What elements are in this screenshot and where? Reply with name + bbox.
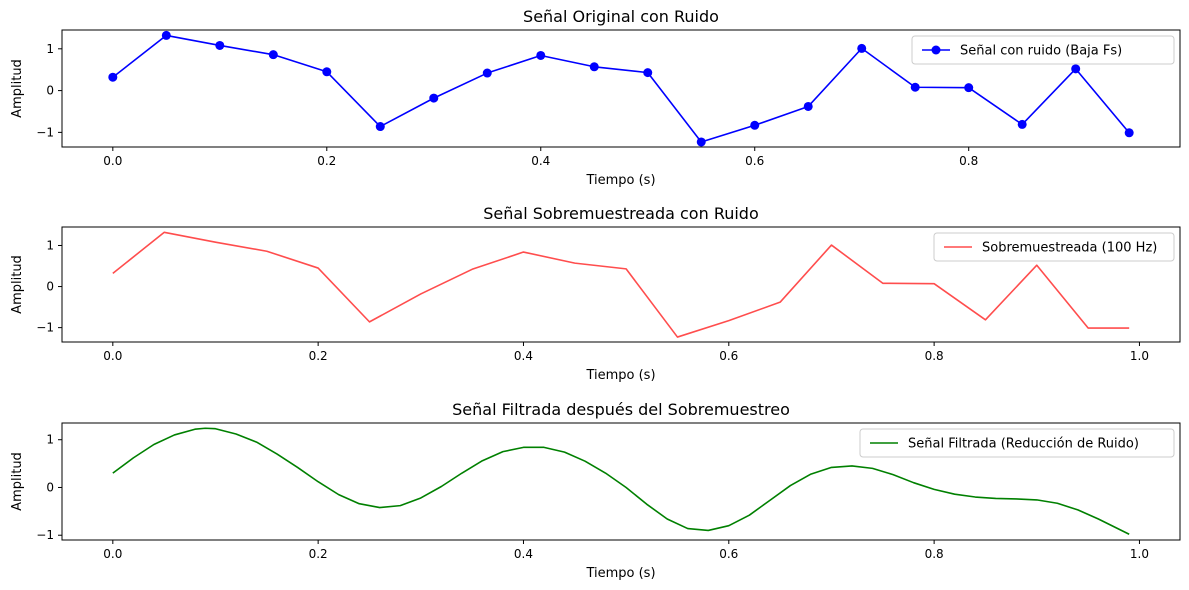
data-point	[1071, 64, 1081, 74]
chart-panel-1: Señal Original con Ruido 0.0 0.2 0.4 0.6 0.8 −…	[10, 7, 1181, 188]
y-tick-label: 1	[46, 433, 54, 447]
y-tick-label: 0	[46, 480, 54, 494]
x-tick-label: 1.0	[1130, 547, 1149, 561]
x-tick-label: 0.6	[719, 547, 738, 561]
data-point	[857, 43, 867, 53]
data-point	[696, 137, 706, 147]
x-axis-label: Tiempo (s)	[585, 368, 655, 383]
data-point	[910, 82, 920, 92]
legend: Señal Filtrada (Reducción de Ruido)	[859, 428, 1175, 458]
legend-box	[911, 35, 1175, 65]
x-tick-label: 0.4	[514, 349, 533, 363]
y-tick-label: 1	[46, 42, 54, 56]
y-tick-label: −1	[36, 125, 54, 139]
chart-title: Señal Original con Ruido	[523, 7, 719, 26]
data-point	[322, 67, 332, 77]
x-tick-label: 0.4	[514, 547, 533, 561]
data-point	[589, 62, 599, 72]
y-tick-label: −1	[36, 321, 54, 335]
chart-title: Señal Filtrada después del Sobremuestreo	[452, 400, 790, 419]
data-point	[108, 72, 118, 82]
x-axis-label: Tiempo (s)	[585, 566, 655, 581]
data-point	[1017, 119, 1027, 129]
axes-frame	[61, 422, 1181, 541]
x-tick-label: 0.8	[925, 349, 944, 363]
data-point	[643, 68, 653, 78]
legend-box	[859, 428, 1175, 458]
legend: Sobremuestreada (100 Hz)	[933, 232, 1175, 262]
x-tick-label: 0.2	[309, 547, 328, 561]
data-point	[482, 68, 492, 78]
x-axis-label: Tiempo (s)	[585, 173, 655, 188]
data-point	[268, 50, 278, 60]
x-tick-label: 0.0	[103, 349, 122, 363]
x-tick-label: 0.0	[103, 547, 122, 561]
data-point	[375, 122, 385, 132]
series-line	[112, 427, 1130, 535]
y-axis-label: Amplitud	[10, 255, 25, 314]
x-tick-label: 0.2	[309, 349, 328, 363]
legend-box	[933, 232, 1175, 262]
x-tick-label: 0.8	[925, 547, 944, 561]
legend-marker	[931, 45, 941, 55]
data-point	[964, 83, 974, 93]
x-tick-label: 0.6	[745, 154, 764, 168]
legend-label: Señal con ruido (Baja Fs)	[960, 44, 1122, 59]
y-axis-label: Amplitud	[10, 452, 25, 511]
y-tick-label: 1	[46, 238, 54, 252]
x-tick-label: 1.0	[1130, 349, 1149, 363]
chart-panel-2: Señal Sobremuestreada con Ruido 0.0 0.2 0.4…	[10, 204, 1181, 383]
x-tick-label: 0.6	[719, 349, 738, 363]
legend-label: Señal Filtrada (Reducción de Ruido)	[908, 437, 1139, 452]
chart-title: Señal Sobremuestreada con Ruido	[483, 204, 759, 223]
series-line	[112, 231, 1130, 338]
chart-panel-3: Señal Filtrada después del Sobremuestreo…	[10, 400, 1181, 581]
data-point	[536, 50, 546, 60]
data-point	[429, 93, 439, 103]
x-tick-label: 0.4	[531, 154, 550, 168]
axes-frame	[61, 226, 1181, 343]
series-line	[112, 34, 1130, 143]
data-point	[750, 120, 760, 130]
y-tick-label: −1	[36, 528, 54, 542]
legend: Señal con ruido (Baja Fs)	[911, 35, 1175, 65]
x-tick-label: 0.0	[103, 154, 122, 168]
axes-frame	[61, 29, 1181, 148]
data-point	[215, 40, 225, 50]
x-tick-label: 0.8	[959, 154, 978, 168]
x-tick-label: 0.2	[317, 154, 336, 168]
y-tick-label: 0	[46, 84, 54, 98]
data-point	[803, 101, 813, 111]
legend-label: Sobremuestreada (100 Hz)	[982, 241, 1157, 256]
data-point	[161, 30, 171, 40]
data-point	[1124, 128, 1134, 138]
y-axis-label: Amplitud	[10, 59, 25, 118]
y-tick-label: 0	[46, 280, 54, 294]
